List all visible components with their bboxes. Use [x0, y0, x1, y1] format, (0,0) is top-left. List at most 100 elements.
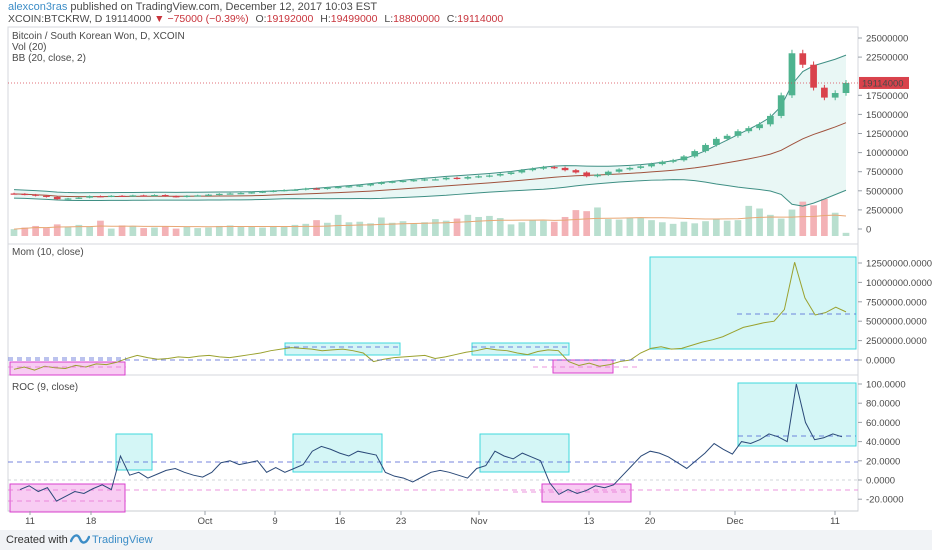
volume-bar	[32, 225, 39, 236]
volume-bar	[486, 215, 493, 236]
volume-bar	[43, 228, 50, 236]
price-axis-label: 15000000	[866, 110, 908, 121]
volume-bar	[324, 222, 331, 236]
candle-body	[194, 195, 202, 197]
publisher-info: published on TradingView.com, December 1…	[70, 1, 378, 13]
candle-body	[648, 164, 655, 167]
close-value: 19114000	[457, 13, 504, 25]
price-change: −75000 (−0.39%)	[167, 13, 249, 25]
candle-body	[280, 190, 288, 192]
volume-bar	[313, 220, 320, 236]
volume-bar	[421, 222, 428, 236]
tradingview-brand-link[interactable]: TradingView	[92, 534, 153, 546]
volume-bar	[237, 227, 245, 236]
volume-bar	[637, 218, 645, 236]
volume-bar	[648, 220, 655, 236]
candle-body	[712, 138, 720, 145]
time-axis-label: Dec	[727, 516, 744, 527]
candle-body	[226, 193, 234, 195]
volume-bar	[399, 221, 407, 236]
candle-body	[432, 179, 439, 181]
volume-bar	[669, 223, 677, 236]
mom-axis-label: 0.0000	[866, 356, 895, 367]
last-price: 19114000	[105, 13, 152, 25]
chart-canvas[interactable]: 1911400025000000225000001750000015000000…	[0, 0, 932, 530]
last-price-tag	[859, 76, 909, 89]
candle-body	[842, 82, 850, 94]
annotation-box-6	[292, 433, 383, 473]
volume-bar	[831, 212, 839, 236]
candle-body	[32, 194, 39, 196]
time-axis-label: 23	[396, 516, 407, 527]
volume-bar	[723, 220, 731, 236]
annotation-box-9	[541, 483, 632, 503]
volume-bar	[777, 218, 785, 236]
price-pane	[8, 49, 858, 236]
volume-bar	[410, 223, 418, 236]
candle-body	[583, 172, 591, 177]
candle-body	[75, 197, 83, 199]
candle-body	[140, 195, 148, 197]
candle-body	[10, 193, 18, 195]
volume-bar	[172, 228, 180, 236]
time-axis-label: 16	[335, 516, 346, 527]
candle-body	[97, 196, 104, 198]
volume-bar	[712, 218, 720, 236]
candle-body	[626, 167, 634, 170]
volume-bar	[269, 225, 277, 236]
time-axis-label: 11	[830, 516, 840, 527]
candle-body	[529, 168, 536, 171]
mom-legend: Mom (10, close)	[12, 247, 84, 258]
candle-body	[86, 196, 93, 198]
price-axis-label: 0	[866, 225, 871, 236]
volume-bar	[691, 223, 699, 236]
candle-body	[702, 144, 709, 152]
candle-body	[767, 115, 774, 125]
mom-axis-label: 10000000.0000	[866, 278, 932, 289]
candle-body	[205, 194, 212, 196]
roc-axis-label: 0.0000	[866, 476, 895, 487]
candle-body	[734, 131, 742, 136]
candle-body	[756, 124, 763, 129]
volume-bar	[734, 220, 742, 236]
volume-bar	[788, 209, 796, 236]
tradingview-logo-icon[interactable]	[69, 532, 91, 549]
candle-body	[442, 177, 450, 180]
candle-body	[345, 186, 353, 188]
volume-bar	[432, 219, 439, 236]
low-value: 18800000	[393, 13, 440, 25]
volume-bar	[75, 224, 83, 236]
candle-body	[118, 195, 126, 197]
volume-bar	[194, 228, 202, 236]
price-axis-label: 22500000	[866, 53, 908, 64]
volume-bar	[183, 227, 191, 236]
volume-bar	[594, 207, 601, 236]
candle-body	[680, 156, 688, 161]
candle-body	[507, 172, 515, 174]
candle-body	[388, 181, 396, 183]
candle-body	[183, 195, 191, 197]
volume-bar	[561, 216, 569, 236]
high-label: H:	[320, 13, 331, 25]
volume-bar	[756, 208, 763, 236]
volume-bar	[345, 222, 353, 236]
candle-body	[810, 64, 817, 88]
time-axis-label: 13	[584, 516, 595, 527]
publisher-username[interactable]: alexcon3ras	[8, 1, 68, 13]
volume-bar	[583, 211, 591, 236]
annotation-box-2	[471, 342, 570, 356]
bb-fill	[14, 55, 846, 207]
candle-body	[410, 180, 418, 182]
candle-body	[356, 185, 364, 187]
roc-line	[19, 383, 843, 502]
roc-axis-label: 40.0000	[866, 437, 900, 448]
candle-body	[799, 53, 807, 65]
close-label: C:	[446, 13, 458, 25]
symbol-name: XCOIN:BTCKRW, D	[8, 13, 103, 25]
volume-bar	[507, 224, 515, 236]
roc-axis-label: -20.0000	[866, 495, 904, 506]
down-arrow-icon: ▼	[154, 13, 165, 25]
volume-bar	[226, 225, 234, 236]
volume-bar	[248, 226, 256, 236]
volume-bar	[540, 220, 547, 236]
